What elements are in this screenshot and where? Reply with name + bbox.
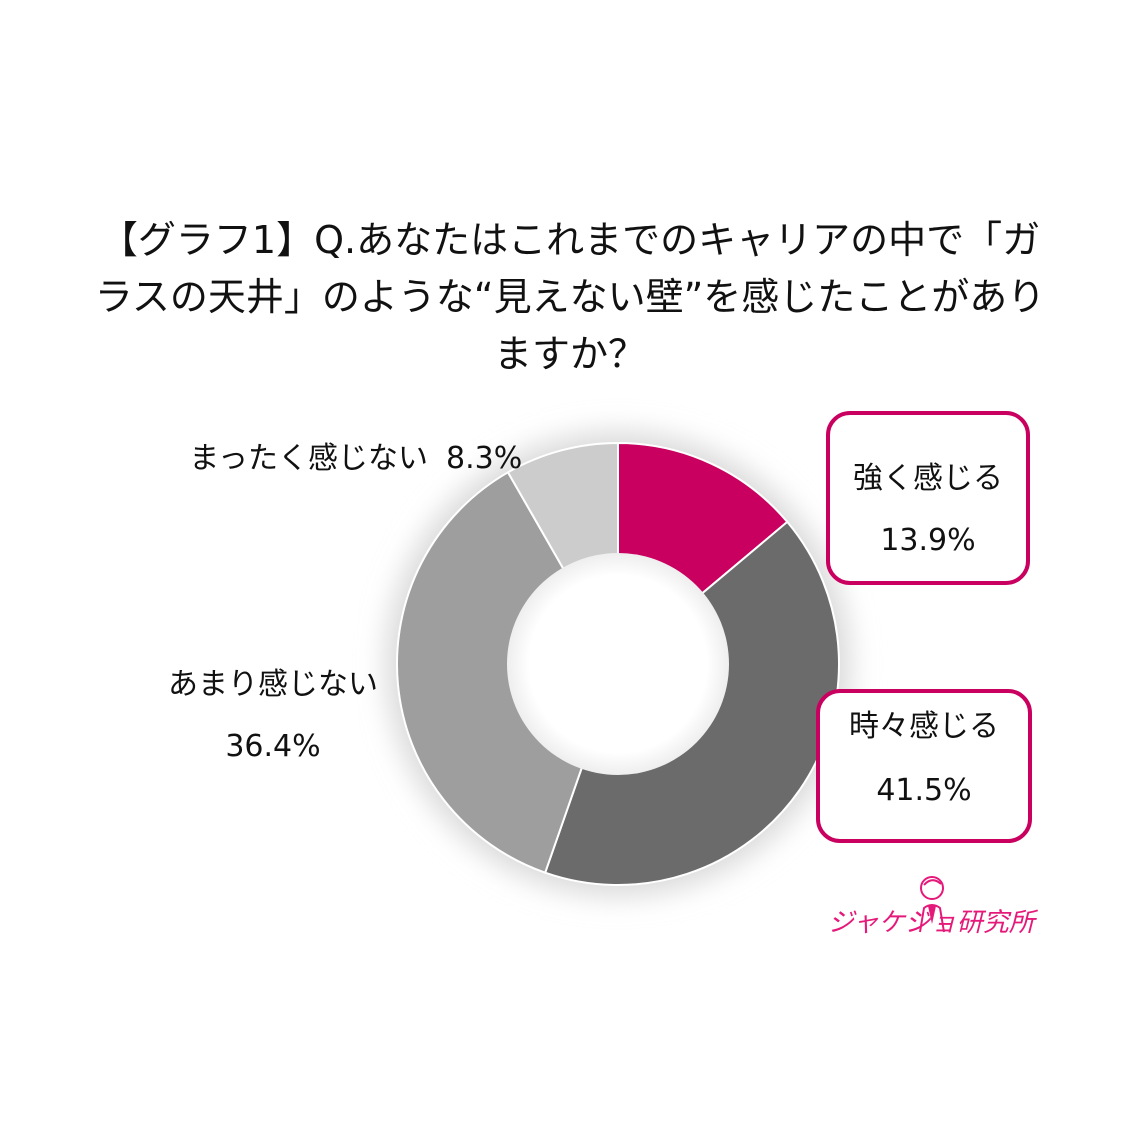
donut-hole (507, 553, 729, 775)
label-value-never-feel: 8.3% (446, 441, 522, 476)
chart-title-line-1: 【グラフ1】Q.あなたはこれまでのキャリアの中で「ガ (99, 218, 1041, 262)
label-value-sometimes-feel: 41.5% (876, 773, 971, 808)
chart-title: 【グラフ1】Q.あなたはこれまでのキャリアの中で「ガ ラスの天井」のような“見え… (20, 212, 1120, 383)
label-value-strongly-feel: 13.9% (880, 523, 975, 558)
logo: ジャケジョ研究所 (828, 872, 1035, 942)
logo-figure-icon (919, 876, 945, 933)
chart-title-line-2: ラスの天井」のような“見えない壁”を感じたことがあり (94, 275, 1046, 319)
data-labels: 強く感じる 13.9% 時々感じる 41.5% あまり感じない 36.4% まったく感じない… (168, 411, 1032, 843)
label-category-sometimes-feel: 時々感じる (849, 709, 999, 744)
chart-title-line-3: ますか？ (493, 332, 646, 376)
label-box-strongly-feel (826, 411, 1030, 585)
label-category-rarely-feel: あまり感じない (168, 667, 378, 702)
label-category-never-feel: まったく感じない (189, 441, 428, 476)
label-category-strongly-feel: 強く感じる (853, 461, 1003, 496)
label-value-rarely-feel: 36.4% (225, 729, 320, 764)
label-box-sometimes-feel (816, 689, 1032, 843)
logo-text: ジャケジョ研究所 (828, 908, 1035, 938)
